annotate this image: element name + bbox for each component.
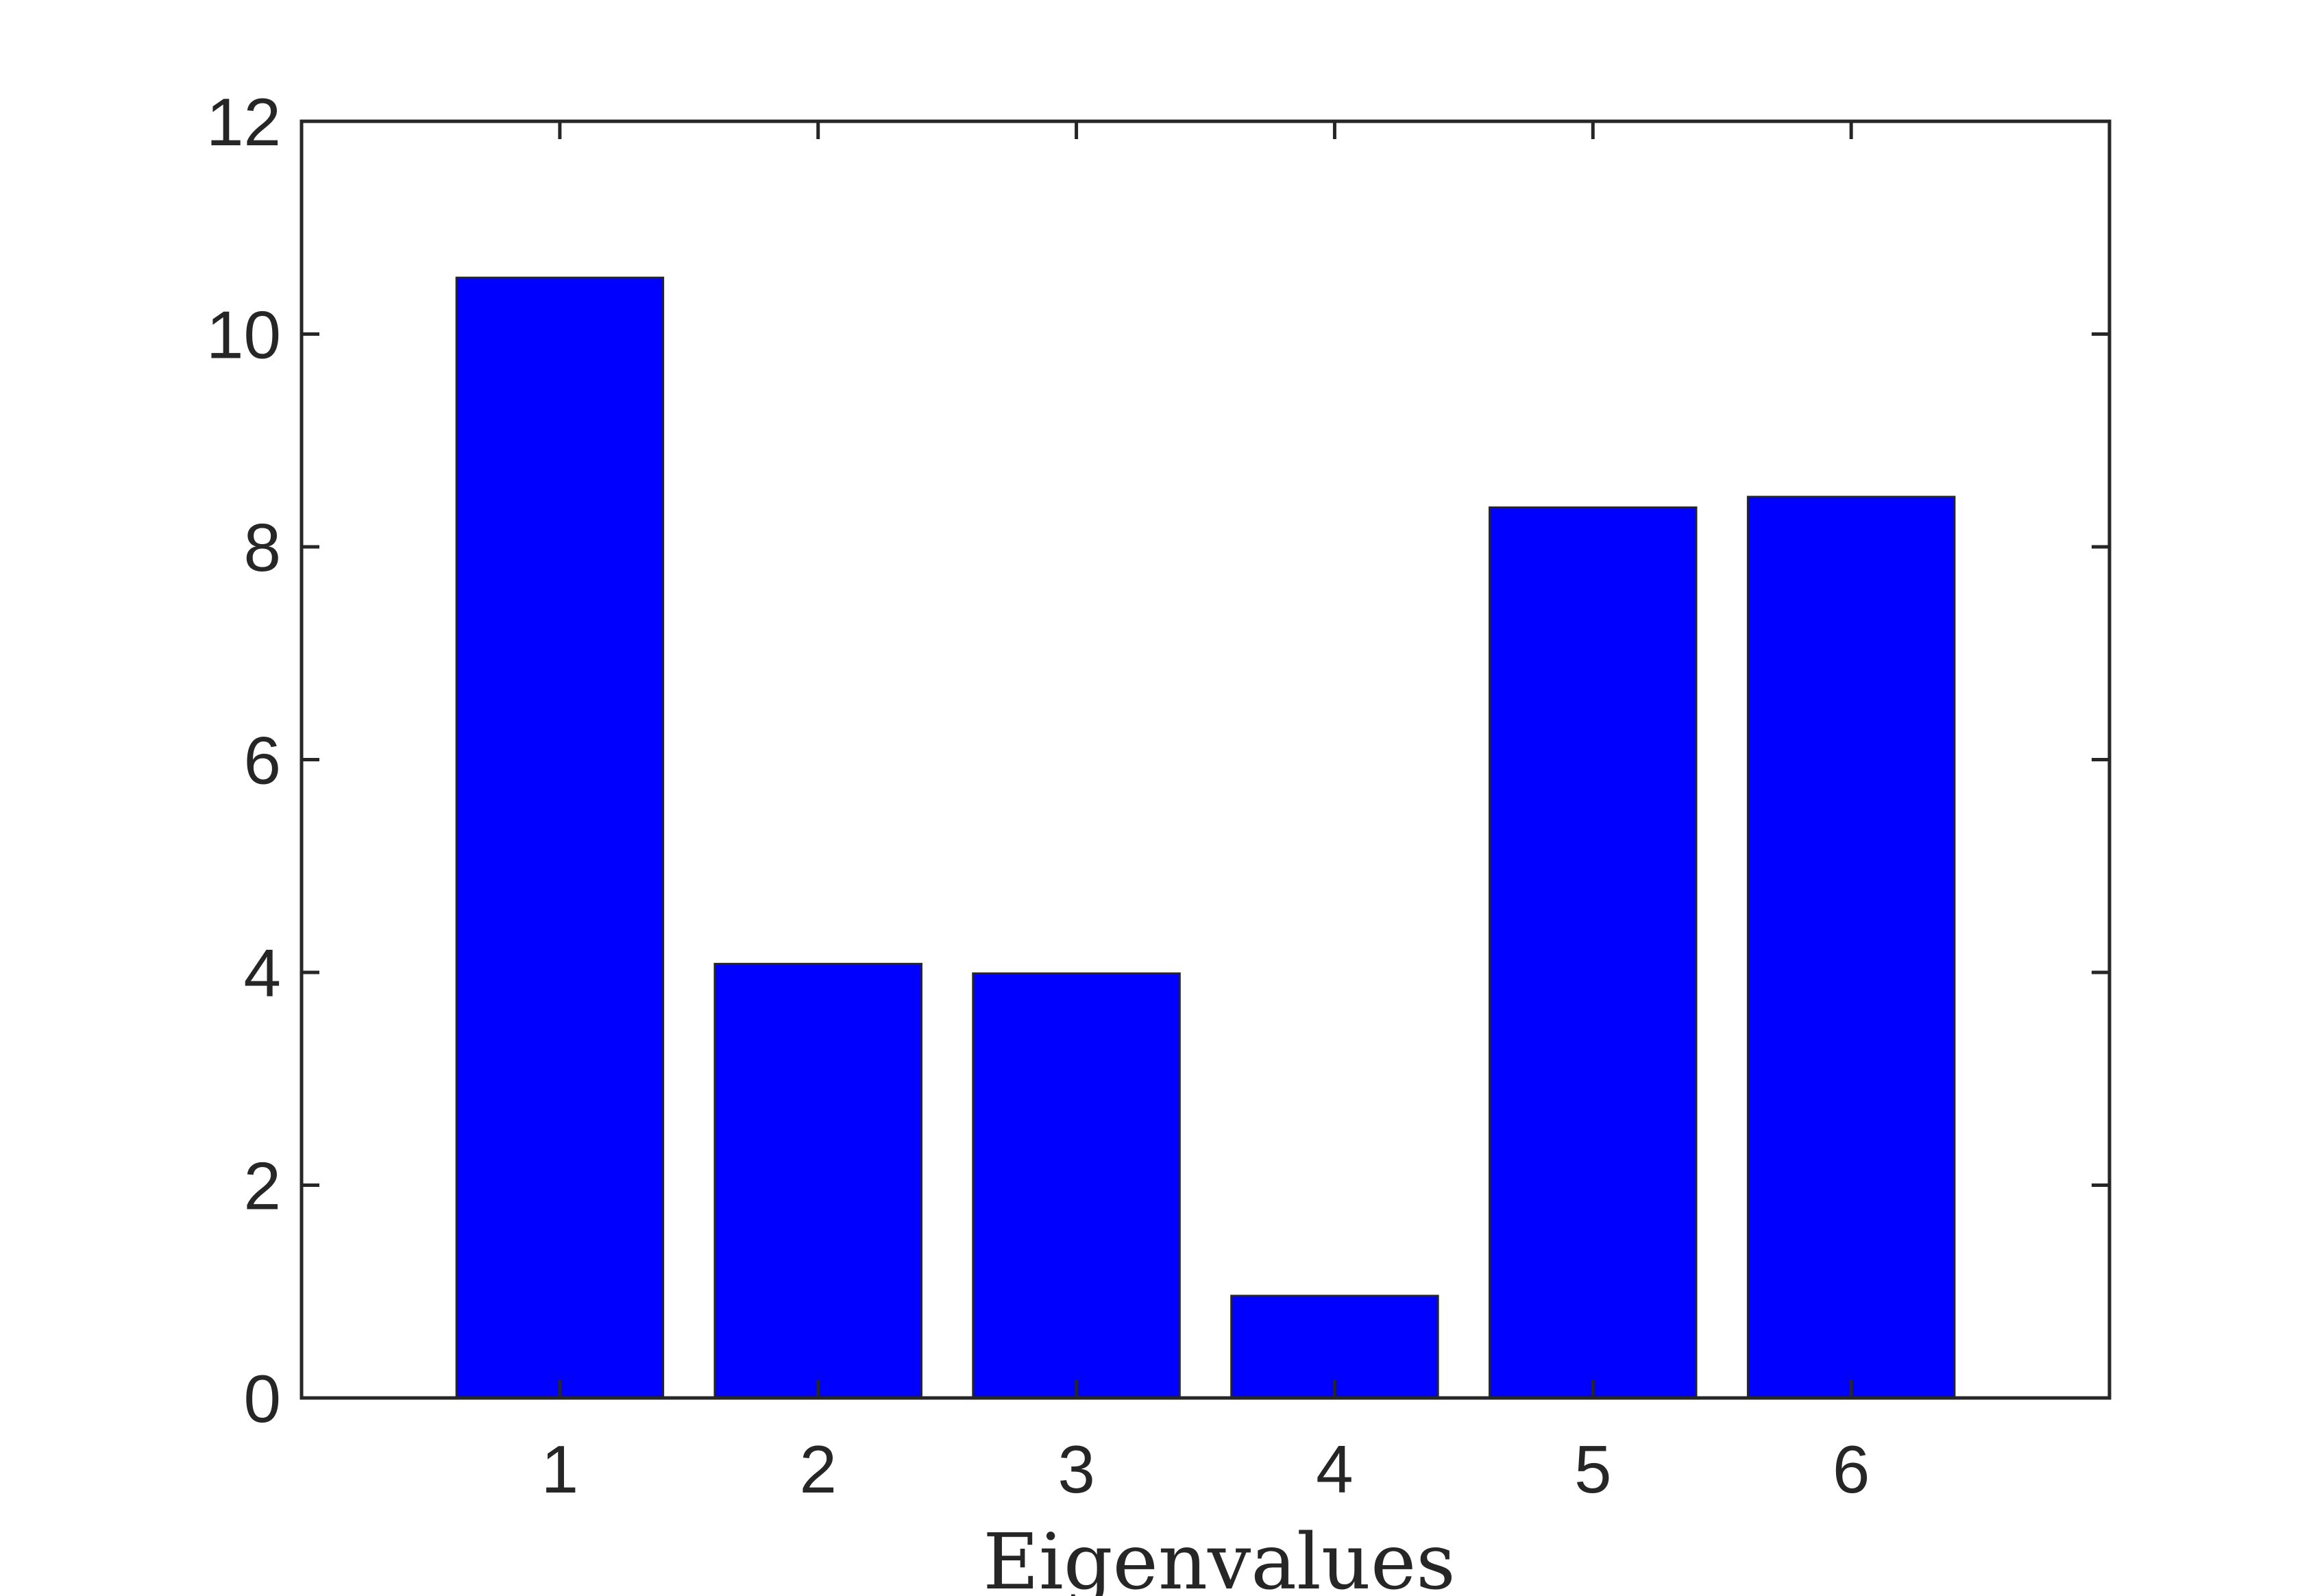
x-tick-label-6: 6 bbox=[1833, 1432, 1870, 1507]
bars-layer bbox=[455, 276, 1956, 1399]
y-tick-label-10: 10 bbox=[206, 297, 281, 373]
y-tick-label-0: 0 bbox=[243, 1361, 281, 1436]
bar-5 bbox=[1489, 506, 1698, 1399]
x-tick-label-4: 4 bbox=[1316, 1432, 1354, 1507]
x-tick-label-3: 3 bbox=[1057, 1432, 1095, 1507]
y-tick-label-2: 2 bbox=[243, 1149, 281, 1224]
bar-6 bbox=[1746, 495, 1956, 1399]
bar-2 bbox=[713, 963, 922, 1399]
ticks-layer bbox=[302, 119, 2109, 1400]
y-tick-label-6: 6 bbox=[243, 723, 281, 798]
axes-layer bbox=[299, 119, 2112, 1400]
y-tick-label-12: 12 bbox=[206, 84, 281, 160]
y-tick-label-4: 4 bbox=[243, 935, 281, 1011]
x-tick-label-1: 1 bbox=[541, 1432, 579, 1507]
bar-3 bbox=[972, 972, 1181, 1399]
bar-1 bbox=[455, 276, 665, 1399]
x-axis-label: Eigenvalues bbox=[983, 1518, 1455, 1596]
x-tick-label-2: 2 bbox=[799, 1432, 837, 1507]
x-tick-label-5: 5 bbox=[1574, 1432, 1612, 1507]
y-tick-label-8: 8 bbox=[243, 510, 281, 585]
